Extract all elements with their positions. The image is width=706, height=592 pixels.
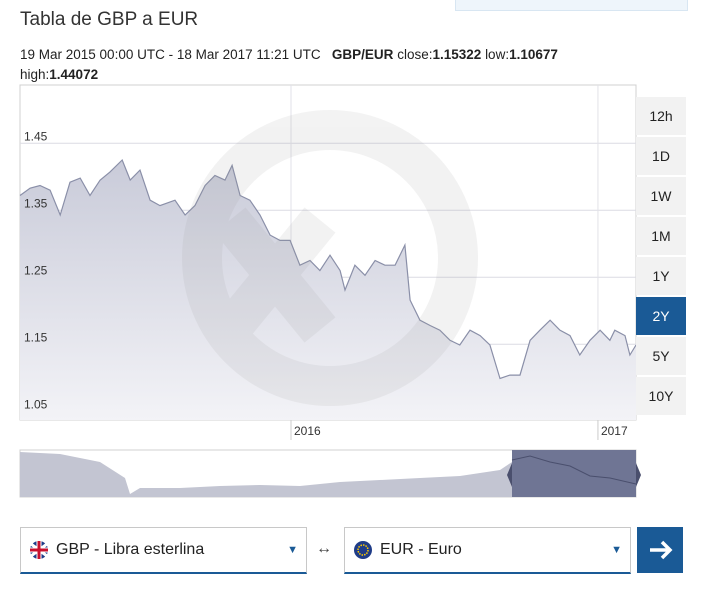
eu-flag — [354, 541, 372, 559]
chart: 1.05 1.15 1.25 1.35 1.45 2016 2017 — [19, 84, 641, 498]
y-tick-label: 1.15 — [24, 330, 48, 344]
range-button[interactable]: 1W — [636, 177, 686, 215]
top-panel — [455, 0, 688, 11]
uk-flag — [30, 541, 48, 559]
period: 19 Mar 2015 00:00 UTC - 18 Mar 2017 11:2… — [20, 47, 321, 62]
caret: ▼ — [287, 544, 298, 556]
caret: ▼ — [611, 544, 622, 556]
range-button[interactable]: 1D — [636, 137, 686, 175]
high-label: high: — [20, 67, 50, 82]
range-button[interactable]: 10Y — [636, 377, 686, 415]
swap[interactable]: ↔ — [316, 540, 332, 557]
y-tick-label: 1.35 — [24, 196, 48, 210]
from-label: GBP - Libra esterlina — [56, 541, 205, 558]
range-button[interactable]: 12h — [636, 97, 686, 135]
range-button[interactable]: 2Y — [636, 297, 686, 335]
to-label: EUR - Euro — [380, 541, 462, 558]
navigator — [19, 449, 641, 498]
area — [20, 160, 636, 420]
low-label: low: — [485, 47, 510, 62]
convert-button[interactable] — [637, 527, 683, 573]
line — [19, 158, 637, 380]
chart-info: 19 Mar 2015 00:00 UTC - 18 Mar 2017 11:2… — [20, 45, 620, 85]
y-tick-label: 1.25 — [24, 263, 48, 277]
y-tick-label: 1.45 — [24, 129, 48, 143]
range-button[interactable]: 1M — [636, 217, 686, 255]
y-tick-label: 1.05 — [24, 397, 48, 411]
x-tick-label: 2016 — [294, 424, 321, 438]
watermark — [182, 110, 478, 406]
range-button[interactable]: 5Y — [636, 337, 686, 375]
close-label: close: — [397, 47, 433, 62]
x-tick-label: 2017 — [601, 424, 628, 438]
to-select[interactable]: EUR - Euro ▼ — [344, 527, 631, 574]
page-title: Tabla de GBP a EUR — [20, 9, 199, 30]
close-value: 1.15322 — [432, 47, 482, 62]
low-value: 1.10677 — [509, 47, 558, 62]
from-select[interactable]: GBP - Libra esterlina ▼ — [20, 527, 307, 574]
high-value: 1.44072 — [49, 67, 99, 82]
pair: GBP/EUR — [331, 47, 394, 62]
range-button[interactable]: 1Y — [636, 257, 686, 295]
